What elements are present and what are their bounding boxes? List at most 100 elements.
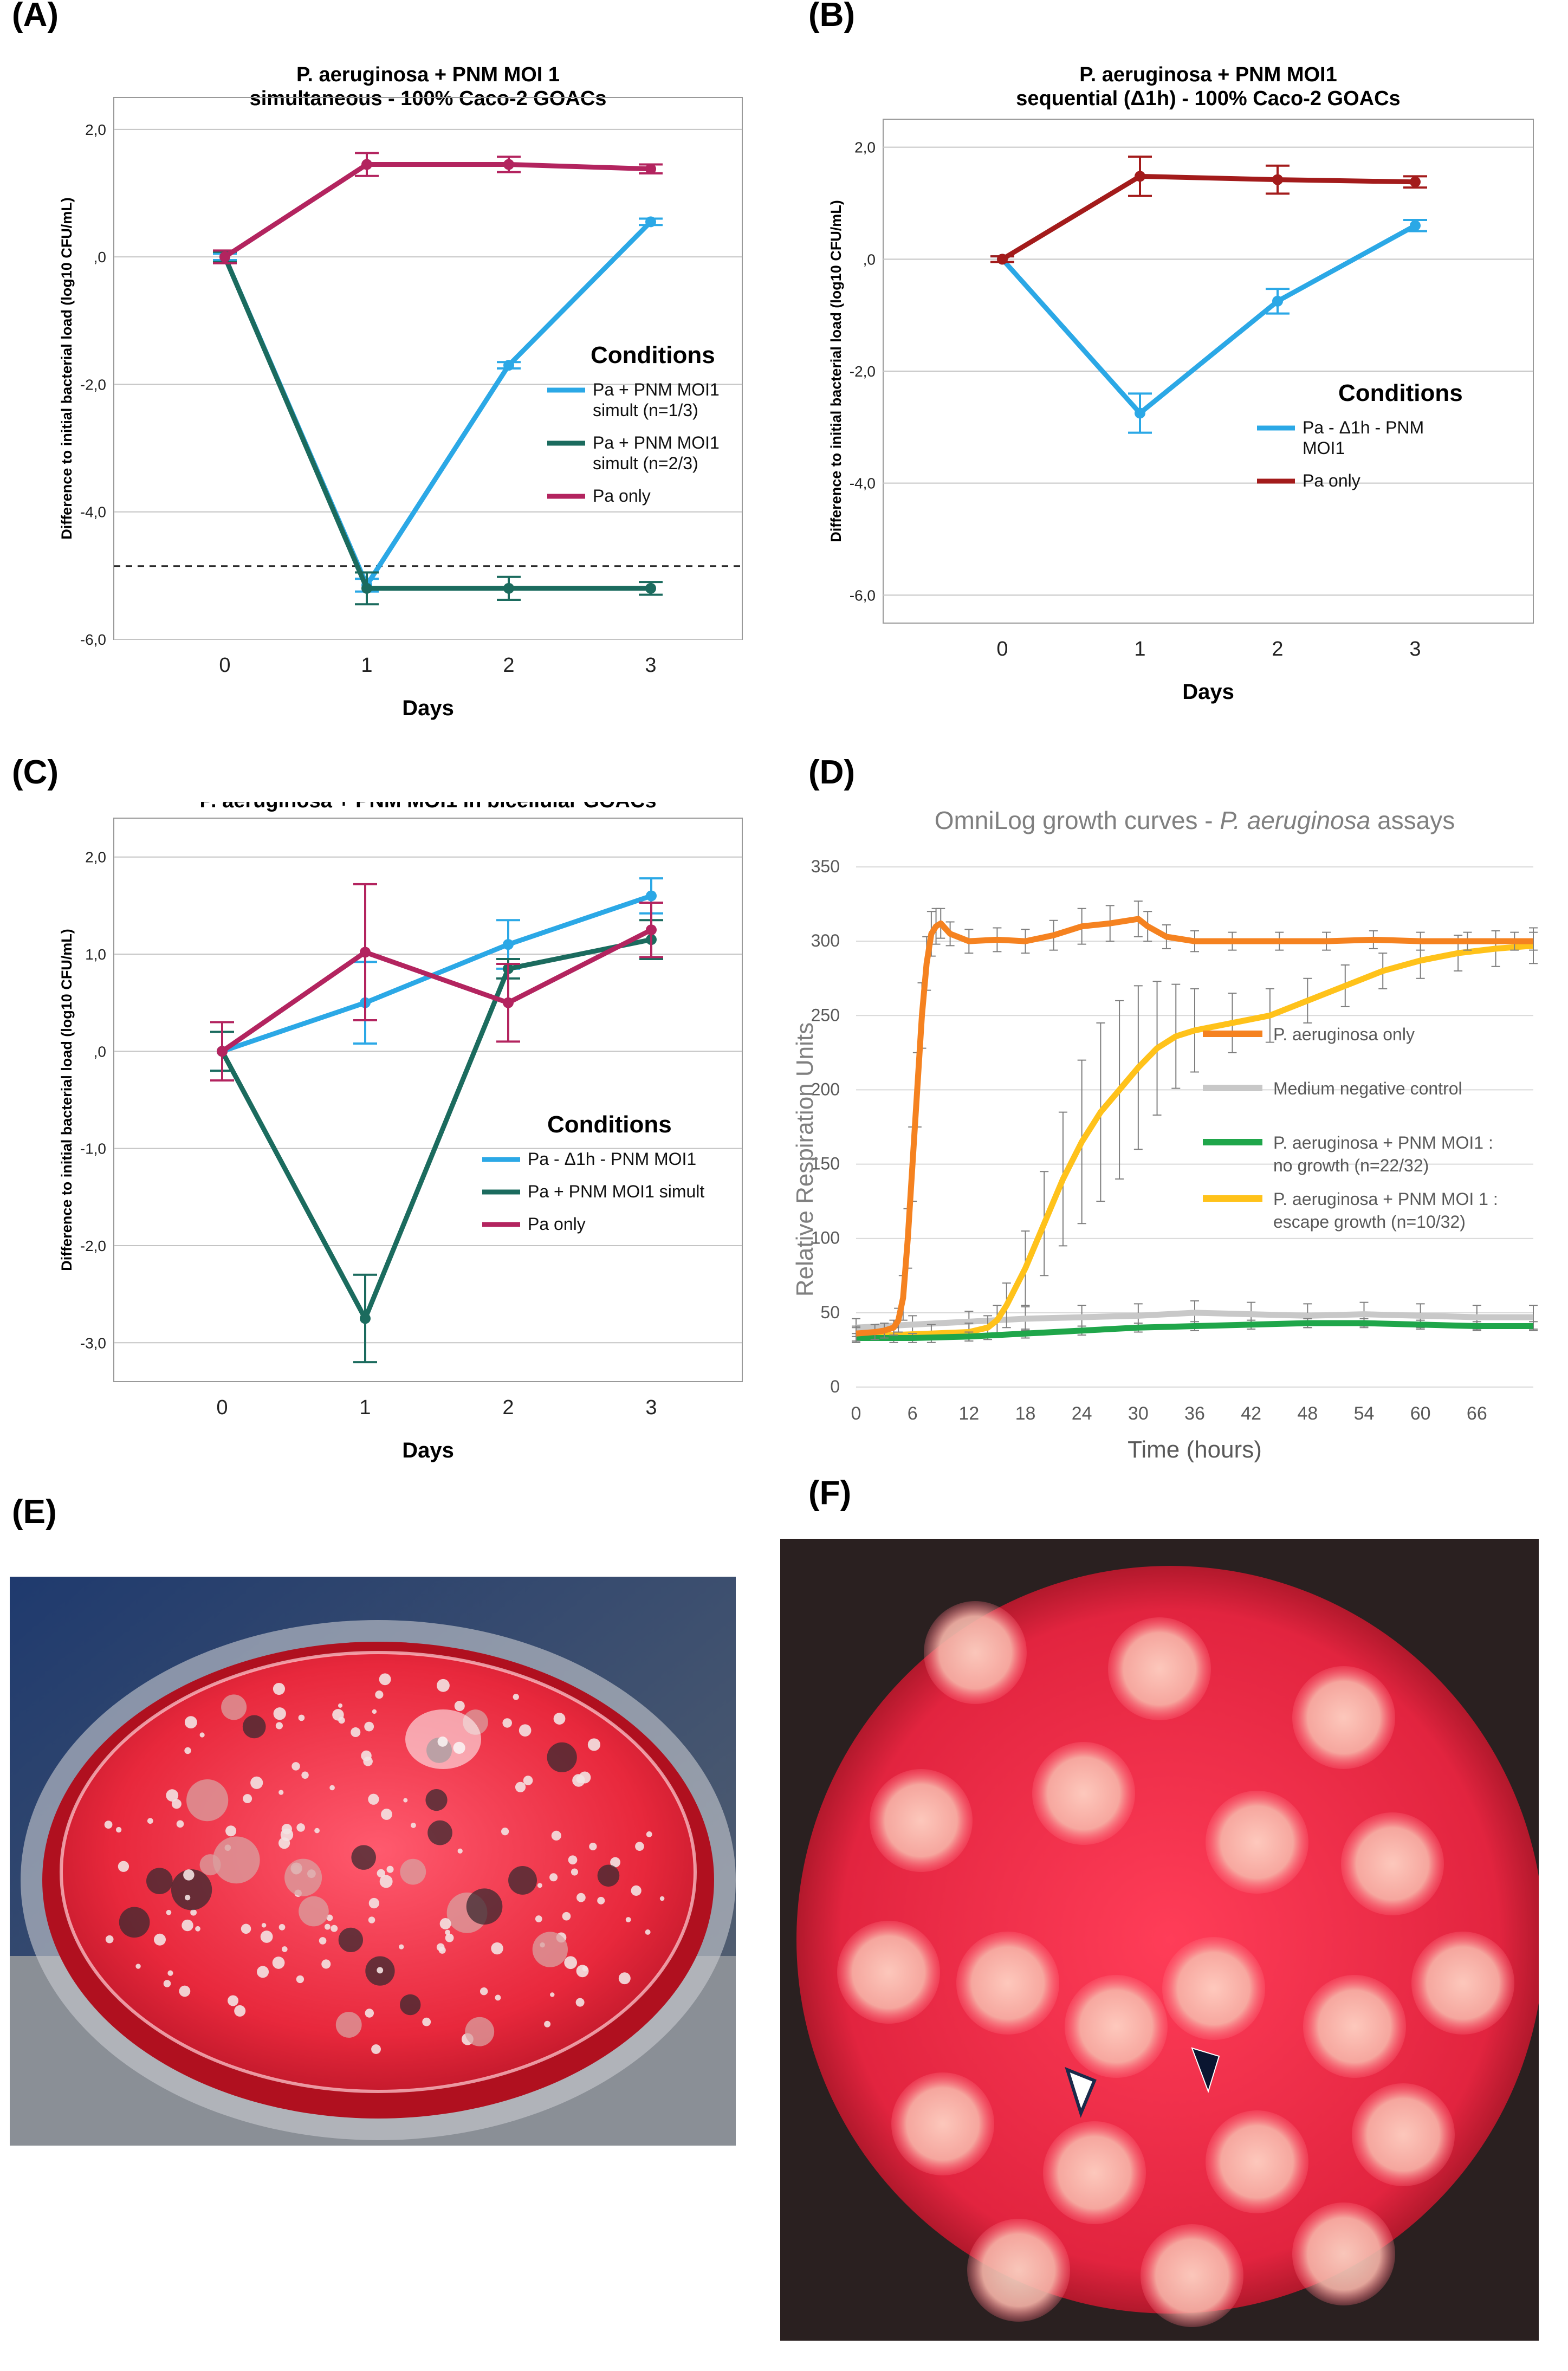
colony — [212, 1836, 260, 1884]
x-axis-label: Days — [1182, 680, 1234, 704]
colony — [400, 1858, 426, 1885]
petri-dish-illustration — [10, 1577, 736, 2146]
black-arrowhead-icon — [1191, 2047, 1220, 2094]
y-tick-label: 150 — [811, 1154, 840, 1174]
legend-label: P. aeruginosa + PNM MOI 1 : — [1273, 1189, 1498, 1209]
y-tick-label: ,0 — [863, 251, 876, 268]
x-tick-label: 12 — [958, 1403, 979, 1424]
data-point — [503, 939, 514, 950]
colony — [465, 2017, 495, 2046]
y-tick-label: ,0 — [94, 249, 106, 265]
colony — [146, 1868, 173, 1895]
panel-label-b: (B) — [808, 0, 856, 34]
data-point — [361, 159, 372, 170]
colony — [154, 1933, 166, 1946]
colony — [299, 1896, 329, 1927]
y-tick-label: -3,0 — [80, 1335, 106, 1351]
colony — [364, 1721, 374, 1732]
colony — [167, 1970, 173, 1976]
colony — [379, 1875, 393, 1888]
colony — [242, 1715, 266, 1739]
colony — [439, 1917, 451, 1929]
colony — [329, 1785, 335, 1791]
colony — [296, 1975, 304, 1984]
plaque — [1043, 2121, 1146, 2224]
y-tick-label: -4,0 — [850, 475, 876, 492]
colony — [278, 1790, 284, 1795]
series-line — [1001, 173, 1416, 262]
y-tick-label: 350 — [811, 857, 840, 876]
legend-label: Pa + PNM MOI1 simult — [528, 1182, 704, 1201]
chart-title-species: P. aeruginosa — [1220, 806, 1370, 834]
x-tick-label: 3 — [645, 654, 656, 677]
colony — [532, 1932, 568, 1967]
colony — [436, 1943, 445, 1952]
microscope-photo — [780, 1539, 1539, 2341]
colony — [571, 1868, 579, 1876]
colony — [301, 1771, 309, 1779]
legend-label: Pa - Δ1h - PNM MOI1 — [528, 1149, 696, 1169]
x-tick-label: 30 — [1128, 1403, 1149, 1424]
plaque — [1141, 2224, 1243, 2327]
x-tick-label: 48 — [1297, 1403, 1318, 1424]
legend-label: Medium negative control — [1273, 1079, 1462, 1098]
plaque — [1341, 1812, 1444, 1915]
series-line — [856, 942, 1534, 1338]
colony — [104, 1821, 113, 1829]
petri-dish-photo — [10, 1577, 736, 2146]
y-axis-label: Difference to initial bacterial load (lo… — [828, 200, 844, 542]
data-point — [360, 1313, 371, 1324]
legend-label: Pa + PNM MOI1 — [593, 380, 720, 399]
colony — [335, 2012, 362, 2038]
colony — [537, 1883, 542, 1888]
colony — [195, 1926, 200, 1932]
colony — [523, 1776, 533, 1785]
colony — [579, 1771, 591, 1784]
colony — [515, 1782, 526, 1792]
x-tick-label: 0 — [219, 654, 230, 677]
data-point — [361, 582, 372, 594]
colony — [278, 1924, 286, 1931]
x-axis-label: Days — [402, 1439, 454, 1462]
colony — [190, 1909, 197, 1916]
colony — [547, 1742, 577, 1772]
data-point — [1410, 176, 1421, 187]
plot-frame — [113, 818, 743, 1382]
colony — [587, 1738, 601, 1751]
y-tick-label: -4,0 — [80, 504, 106, 521]
colony — [495, 1994, 501, 2001]
colony — [564, 1956, 578, 1970]
y-tick-label: 2,0 — [854, 139, 876, 156]
chart-title: P. aeruginosa + PNM MOI 1 — [296, 63, 560, 86]
data-point — [645, 582, 656, 594]
data-point — [503, 997, 514, 1008]
y-tick-label: 300 — [811, 931, 840, 950]
colony — [225, 1825, 237, 1837]
chart-title: simultaneous - 100% Caco-2 GOACs — [250, 87, 607, 110]
legend-label: Pa - Δ1h - PNM — [1303, 418, 1424, 437]
colony — [491, 1942, 503, 1955]
panel-label-a: (A) — [12, 0, 59, 34]
x-tick-label: 6 — [908, 1403, 918, 1424]
y-tick-label: ,0 — [94, 1043, 106, 1060]
colony — [363, 1757, 373, 1766]
chart-title-suffix: assays — [1370, 806, 1455, 834]
legend-label: Pa + PNM MOI1 — [593, 433, 720, 452]
colony — [278, 1837, 290, 1849]
colony — [411, 1822, 416, 1828]
colony — [234, 2005, 246, 2017]
colony — [184, 1716, 197, 1729]
panel-label-d: (D) — [808, 754, 856, 791]
colony — [501, 1828, 509, 1836]
colony — [326, 1914, 333, 1921]
colony — [646, 1831, 652, 1837]
plaque — [924, 1601, 1027, 1704]
colony — [659, 1896, 665, 1901]
plaque — [1032, 1742, 1135, 1845]
legend-title: Conditions — [1338, 380, 1463, 406]
y-tick-label: 200 — [811, 1079, 840, 1099]
colony — [182, 1919, 193, 1932]
plaque — [870, 1769, 973, 1872]
series-line — [223, 162, 651, 259]
